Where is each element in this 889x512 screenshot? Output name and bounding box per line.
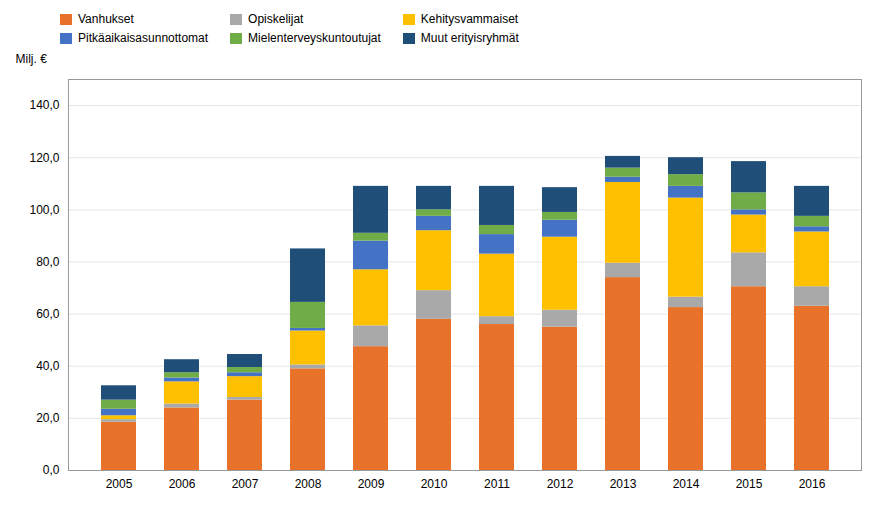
svg-text:Milj. €: Milj. € [16,52,48,66]
svg-text:2016: 2016 [799,477,826,491]
svg-text:120,0: 120,0 [29,151,59,165]
svg-text:2011: 2011 [484,477,510,491]
svg-text:2006: 2006 [169,477,196,491]
svg-text:60,0: 60,0 [36,307,60,321]
svg-text:40,0: 40,0 [36,359,60,373]
html-text:Vanhukset: Vanhukset [78,12,134,26]
svg-text:2005: 2005 [106,477,133,491]
svg-text:100,0: 100,0 [29,203,59,217]
html-text:Mielenterveyskuntoutujat: Mielenterveyskuntoutujat [248,31,381,45]
html-text:Kehitysvammaiset: Kehitysvammaiset [420,12,519,26]
svg-text:2008: 2008 [295,477,322,491]
html-text:Pitkäaikaisasunnottomat: Pitkäaikaisasunnottomat [78,31,209,45]
svg-text:140,0: 140,0 [29,98,59,112]
svg-text:0,0: 0,0 [43,463,60,477]
svg-text:2012: 2012 [547,477,574,491]
svg-text:2014: 2014 [673,477,700,491]
svg-text:80,0: 80,0 [36,255,60,269]
svg-text:2009: 2009 [358,477,385,491]
html-text:Opiskelijat: Opiskelijat [248,12,304,26]
html-text:Muut erityisryhmät: Muut erityisryhmät [420,31,519,45]
svg-text:2007: 2007 [232,477,259,491]
svg-text:2015: 2015 [736,477,763,491]
svg-text:2013: 2013 [610,477,637,491]
svg-text:2010: 2010 [421,477,448,491]
svg-text:20,0: 20,0 [36,411,60,425]
